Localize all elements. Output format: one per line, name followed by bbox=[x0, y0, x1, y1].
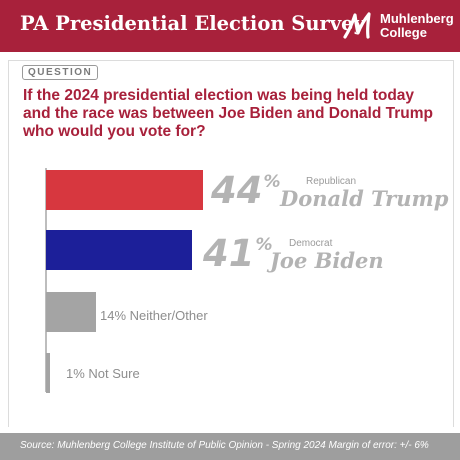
logo-line1: Muhlenberg bbox=[380, 11, 454, 26]
trump-pct-label: 44% bbox=[211, 171, 281, 211]
source-note: Source: Muhlenberg College Institute of … bbox=[20, 440, 429, 451]
not-sure-label: 1% Not Sure bbox=[66, 366, 140, 381]
biden-pct-value: 41 bbox=[203, 232, 255, 275]
other-label: 14% Neither/Other bbox=[100, 308, 208, 323]
bar-trump bbox=[46, 170, 203, 210]
trump-name-label: Donald Trump bbox=[280, 186, 449, 211]
muhlenberg-logo: Muhlenberg College bbox=[342, 9, 454, 43]
logo-text: Muhlenberg College bbox=[380, 12, 454, 40]
biden-party-label: Democrat bbox=[289, 238, 333, 249]
biden-pct-label: 41% bbox=[203, 234, 273, 274]
trump-pct-sign: % bbox=[263, 172, 281, 192]
bar-not-sure bbox=[46, 353, 50, 393]
biden-name-label: Joe Biden bbox=[270, 248, 384, 273]
logo-line2: College bbox=[380, 25, 427, 40]
chart-axis bbox=[45, 168, 47, 392]
footer-bar: Source: Muhlenberg College Institute of … bbox=[0, 433, 460, 460]
question-tag: QUESTION bbox=[22, 65, 99, 80]
muhlenberg-m-icon bbox=[343, 12, 371, 39]
trump-pct-value: 44 bbox=[211, 169, 263, 212]
trump-party-label: Republican bbox=[306, 176, 357, 187]
chart-panel bbox=[8, 60, 454, 427]
page-title: PA Presidential Election Survey bbox=[20, 12, 365, 35]
header-banner: PA Presidential Election Survey Muhlenbe… bbox=[0, 0, 460, 52]
biden-pct-sign: % bbox=[255, 235, 273, 255]
question-text: If the 2024 presidential election was be… bbox=[23, 87, 433, 140]
bar-biden bbox=[46, 230, 192, 270]
bar-other bbox=[46, 292, 96, 332]
